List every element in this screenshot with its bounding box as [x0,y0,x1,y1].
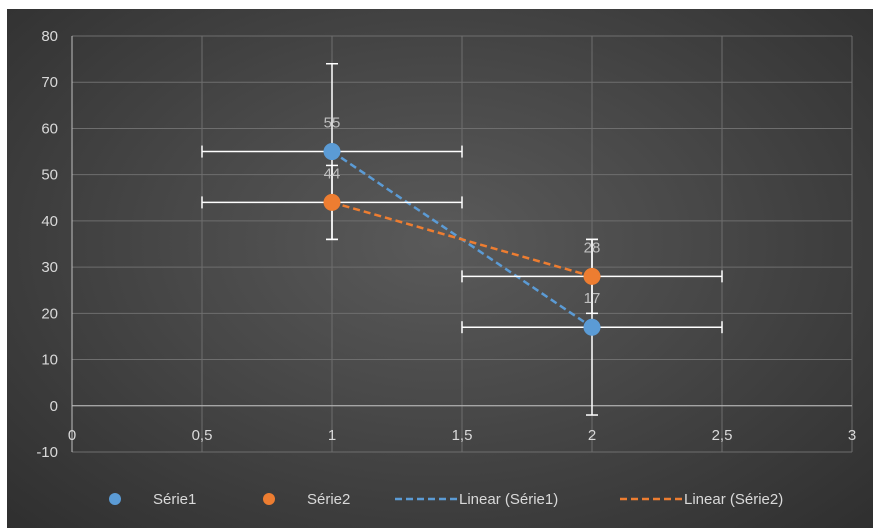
data-label: 55 [324,115,341,132]
y-tick-label: 30 [41,259,58,276]
x-tick-label: 0,5 [192,427,213,444]
legend: Série1 Série2 Linear (Série1) Linear (Série… [109,491,783,508]
x-tick-label: 1 [328,427,336,444]
tick-labels: -10 0 10 20 30 40 50 60 70 80 0 0,5 1 1,5 2 2,5 3 [36,28,856,461]
data-point [583,267,601,285]
data-label: 44 [324,165,341,182]
y-tick-label: 20 [41,305,58,322]
x-tick-label: 3 [848,427,856,444]
gridlines [71,35,853,453]
data-points [323,143,601,336]
legend-label: Série1 [153,491,196,508]
data-point [323,143,341,161]
legend-marker [109,493,121,505]
y-tick-label: 80 [41,28,58,45]
axes [71,36,852,452]
scatter-chart: -10 0 10 20 30 40 50 60 70 80 0 0,5 1 1,5 2 2,5 3 55 17 44… [36,28,856,508]
y-tick-label: 70 [41,74,58,91]
data-label: 28 [584,239,601,256]
y-tick-label: -10 [36,444,58,461]
x-tick-label: 2,5 [712,427,733,444]
y-tick-label: 0 [50,398,58,415]
data-labels: 55 17 44 28 [324,115,601,308]
chart-area: -10 0 10 20 30 40 50 60 70 80 0 0,5 1 1,5 2 2,5 3 55 17 44… [7,9,873,528]
y-tick-label: 40 [41,213,58,230]
data-point [583,318,601,336]
y-tick-label: 60 [41,120,58,137]
y-tick-label: 10 [41,352,58,369]
legend-label: Linear (Série2) [684,491,783,508]
data-point [323,193,341,211]
x-tick-label: 1,5 [452,427,473,444]
legend-label: Linear (Série1) [459,491,558,508]
x-tick-label: 0 [68,427,76,444]
legend-label: Série2 [307,491,350,508]
x-tick-label: 2 [588,427,596,444]
data-label: 17 [584,290,601,307]
trendline [331,201,593,278]
y-tick-label: 50 [41,167,58,184]
trendlines [331,150,593,329]
legend-marker [263,493,275,505]
